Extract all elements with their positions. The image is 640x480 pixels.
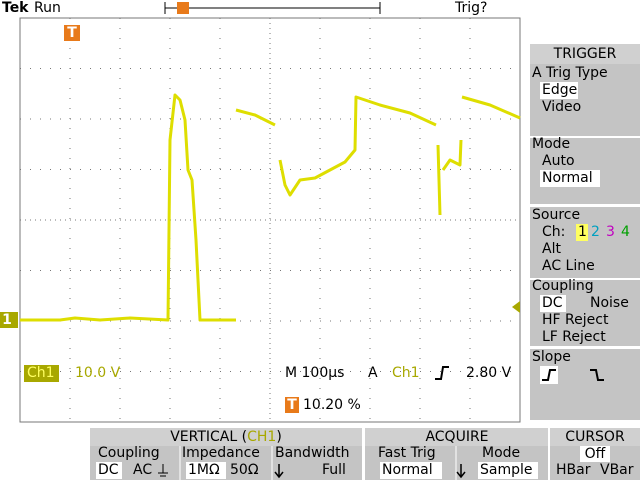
menu-label: Mode — [532, 136, 570, 152]
option[interactable]: VBar — [600, 462, 634, 478]
menu-option[interactable]: Auto — [542, 153, 575, 169]
title-part: ) — [276, 429, 281, 445]
menu-label: Slope — [532, 349, 571, 365]
panel-title: CURSOR — [565, 429, 625, 445]
menu-sublabel: Ch: — [542, 224, 565, 240]
trig-pos: 10.20 % — [303, 397, 361, 413]
timebase: M 100µs — [285, 365, 344, 381]
menu-title: TRIGGER — [553, 46, 617, 62]
panel-header: Impedance — [182, 445, 260, 461]
option[interactable]: DC — [98, 462, 119, 478]
option[interactable]: Normal — [382, 462, 433, 478]
ch-label-box — [24, 365, 59, 382]
slope-icon — [435, 366, 449, 380]
panel-title: ACQUIRE — [425, 429, 488, 445]
menu-option[interactable]: Noise — [590, 295, 629, 311]
panel-title: VERTICAL (CH1) — [170, 429, 282, 445]
option[interactable]: 50Ω — [230, 462, 259, 478]
trigger-status: Trig? — [454, 0, 487, 16]
menu-label: Coupling — [532, 278, 594, 294]
trigger-marker: T — [67, 25, 77, 41]
menu-option[interactable]: Edge — [542, 82, 577, 98]
brand: Tek — [2, 0, 29, 16]
menu-option[interactable]: Video — [542, 99, 581, 115]
bottom-panels — [90, 428, 640, 480]
title-part: VERTICAL ( — [170, 429, 247, 445]
trigger-position-bar — [164, 2, 381, 14]
option[interactable]: Full — [322, 462, 346, 478]
trig-pos-marker-box — [285, 397, 299, 413]
option[interactable]: HBar — [556, 462, 591, 478]
menu-label: Source — [532, 207, 580, 223]
channel-option[interactable]: 3 — [606, 224, 615, 240]
panel-header: Coupling — [98, 445, 160, 461]
trigger-menu — [530, 44, 640, 422]
slope-falling[interactable] — [590, 369, 604, 381]
menu-option[interactable]: LF Reject — [542, 329, 606, 345]
menu-option[interactable]: Normal — [542, 170, 593, 186]
ch-label: Ch1 — [27, 365, 55, 381]
option[interactable]: AC — [133, 462, 152, 478]
panel-header: Bandwidth — [275, 445, 350, 461]
panel-header: Fast Trig — [378, 445, 436, 461]
run-status: Run — [34, 0, 61, 16]
trig-source-prefix: A — [368, 365, 378, 381]
title-channel: CH1 — [247, 429, 276, 445]
menu-option[interactable]: HF Reject — [542, 312, 609, 328]
menu-option[interactable]: Alt — [542, 241, 561, 257]
waveform — [20, 93, 521, 322]
trig-pos-marker: T — [287, 397, 297, 413]
menu-option[interactable]: AC Line — [542, 258, 595, 274]
menu-option[interactable]: DC — [542, 295, 563, 311]
channel-marker-box — [0, 312, 18, 328]
slope-rising[interactable] — [542, 369, 556, 381]
channel-option[interactable]: 1 — [578, 224, 587, 240]
option[interactable]: Sample — [480, 462, 533, 478]
option[interactable]: Off — [585, 446, 606, 462]
menu-label: A Trig Type — [532, 65, 608, 81]
trigger-level-arrow — [512, 301, 520, 313]
panel-header: Mode — [482, 445, 520, 461]
channel-marker: 1 — [2, 312, 12, 328]
graticule — [19, 17, 521, 423]
channel-option[interactable]: 4 — [621, 224, 630, 240]
trigger-marker-box — [64, 25, 80, 41]
trig-level: 2.80 V — [466, 365, 512, 381]
channel-option[interactable]: 2 — [591, 224, 600, 240]
ch-scale: 10.0 V — [75, 365, 121, 381]
trig-source: Ch1 — [392, 365, 420, 381]
option[interactable]: 1MΩ — [188, 462, 220, 478]
